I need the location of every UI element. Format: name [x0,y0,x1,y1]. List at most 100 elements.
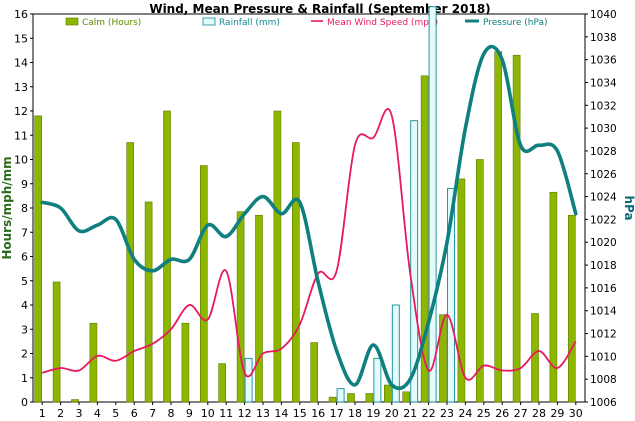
y-right-tick-label: 1018 [590,260,617,272]
y-left-tick-label: 3 [21,323,28,336]
y-right-tick-label: 1040 [590,9,617,21]
calm-bar [163,110,171,403]
y-right-tick-label: 1036 [590,55,617,67]
x-tick-label: 25 [477,407,491,420]
calm-bar [494,51,503,403]
x-tick-label: 22 [422,407,436,420]
y-left-tick-label: 8 [21,202,28,215]
x-tick-label: 7 [149,407,156,420]
x-tick-label: 2 [57,407,64,420]
y-left-tick-label: 0 [21,396,28,409]
y-left-tick-label: 5 [21,275,28,288]
legend: Calm (Hours) Rainfall (mm) Mean Wind Spe… [65,17,548,28]
x-tick-label: 23 [440,407,454,420]
x-tick-label: 15 [293,407,307,420]
y-left-tick-label: 10 [14,154,28,167]
rainfall-bar [336,388,345,403]
y-right-tick-label: 1006 [590,397,617,409]
calm-bar [457,178,466,403]
calm-bar [89,322,98,403]
y-left-tick-label: 7 [21,226,28,239]
legend-label-pressure: Pressure (hPa) [483,18,548,28]
y-right-tick-label: 1012 [590,329,617,341]
calm-bar [531,313,539,403]
x-tick-label: 5 [112,407,119,420]
y-right-tick-label: 1032 [590,100,617,112]
rainfall-bar [428,6,437,403]
y-left-tick-label: 16 [14,8,28,21]
legend-swatch-rainfall [202,17,216,26]
y-right-tick-label: 1014 [590,306,617,318]
mean-wind-speed-line [41,108,577,381]
plot-frame [32,13,586,403]
y-left-tick-label: 9 [21,178,28,191]
calm-bar [273,110,282,403]
x-tick-label: 14 [274,407,288,420]
calm-bar [255,214,263,403]
y-axis-right-label: hPa [622,195,635,220]
x-tick-label: 6 [131,407,138,420]
y-right-tick-label: 1038 [590,32,617,44]
y-right-tick-label: 1016 [590,283,617,295]
legend-label-calm: Calm (Hours) [82,18,141,28]
y-right-tick-label: 1028 [590,146,617,158]
x-tick-label: 11 [219,407,233,420]
calm-bar [71,399,79,403]
y-left-tick-label: 15 [14,32,28,45]
calm-bar [34,115,43,403]
y-left-tick-label: 12 [14,105,28,118]
calm-bar [310,342,319,403]
x-tick-label: 17 [330,407,344,420]
calm-bar [291,142,300,403]
y-left-tick-label: 2 [21,348,28,361]
y-left-tick-label: 6 [21,251,28,264]
rainfall-bar [410,120,419,403]
calm-bar [52,281,61,403]
y-right-tick-label: 1010 [590,351,617,363]
legend-label-rainfall: Rainfall (mm) [219,18,280,28]
calm-bar [144,201,153,403]
calm-bar [475,159,484,403]
calm-bar [181,322,190,403]
y-left-tick-label: 1 [21,372,28,385]
calm-bar [236,211,245,403]
calm-bar [383,384,392,403]
rainfall-bar [244,357,253,403]
x-tick-label: 10 [201,407,215,420]
y-left-tick-label: 11 [14,129,28,142]
calm-bar [402,391,411,403]
calm-bar [328,396,337,403]
calm-bar [365,393,374,403]
x-tick-label: 29 [550,407,564,420]
legend-label-wind: Mean Wind Speed (mph) [327,18,438,28]
pressure-line [40,44,578,391]
x-tick-label: 18 [348,407,362,420]
calm-bar [200,165,208,403]
x-tick-label: 26 [495,407,509,420]
rainfall-bar [391,304,400,403]
x-tick-label: 24 [458,407,472,420]
calm-bar [439,314,447,403]
y-right-tick-label: 1022 [590,214,617,226]
y-left-tick-label: 4 [21,299,28,312]
calm-bar [512,54,521,403]
x-tick-label: 4 [94,407,101,420]
y-left-tick-label: 13 [14,81,28,94]
y-right-tick-label: 1030 [590,123,617,135]
x-tick-label: 12 [238,407,252,420]
legend-swatch-calm [65,17,79,26]
y-left-tick-label: 14 [14,57,28,70]
x-tick-label: 3 [76,407,83,420]
calm-bar [347,393,355,403]
x-tick-label: 1 [39,407,46,420]
y-right-tick-label: 1026 [590,169,617,181]
x-tick-label: 27 [514,407,528,420]
rainfall-bar [373,357,382,403]
y-right-tick-label: 1024 [590,192,617,204]
y-axis-left-label: Hours/mph/mm [0,156,14,259]
chart-title: Wind, Mean Pressure & Rainfall (Septembe… [149,2,490,16]
x-tick-label: 19 [366,407,380,420]
x-tick-label: 28 [532,407,546,420]
calm-bar [420,75,429,403]
